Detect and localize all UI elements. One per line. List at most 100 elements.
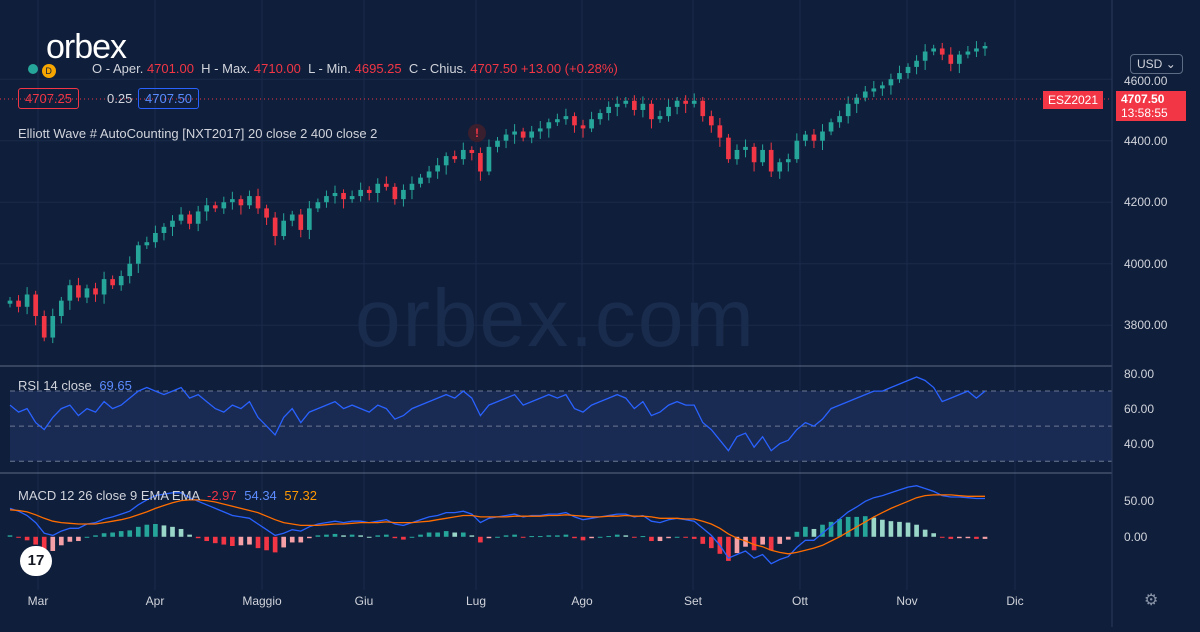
y-tick-label: 3800.00	[1124, 318, 1168, 333]
macd-histogram-bar	[914, 524, 919, 537]
macd-histogram-bar	[512, 534, 517, 537]
macd-histogram-bar	[153, 524, 158, 537]
candle-body	[700, 100, 706, 117]
x-tick-label: Maggio	[242, 594, 282, 608]
last-price: 4707.50	[1121, 92, 1165, 106]
bid-button[interactable]: 4707.25	[18, 88, 79, 109]
x-tick-label: Nov	[896, 594, 918, 608]
x-tick-label: Apr	[145, 594, 165, 608]
delay-icon: D	[41, 64, 56, 78]
candle-body	[708, 116, 714, 126]
candle-body	[375, 183, 381, 193]
candle-body	[443, 156, 449, 166]
candle-body	[452, 156, 458, 160]
macd-histogram-bar	[862, 516, 868, 537]
candle-body	[982, 45, 988, 49]
close-value: 4707.50	[470, 61, 518, 76]
macd-histogram-bar	[751, 536, 757, 551]
macd-histogram-bar	[469, 535, 475, 537]
candle-body	[948, 54, 954, 64]
candle-body	[135, 245, 141, 264]
currency-dropdown[interactable]: USD ⌄	[1130, 54, 1183, 74]
macd-histogram-bar	[76, 536, 81, 542]
macd-panel	[7, 485, 988, 565]
candle-body	[649, 103, 654, 120]
candle-body	[845, 103, 851, 117]
candles	[7, 41, 988, 344]
macd-histogram-bar	[880, 519, 885, 537]
candle-body	[854, 97, 860, 104]
spread-value: 0.25	[107, 91, 133, 106]
ask-button[interactable]: 4707.50	[138, 88, 199, 109]
candle-body	[828, 122, 834, 132]
macd-histogram-bar	[828, 521, 834, 537]
candle-body	[623, 100, 629, 104]
macd-histogram-bar	[435, 532, 440, 537]
macd-histogram-bar	[418, 534, 423, 537]
candle-body	[58, 300, 64, 317]
candle-body	[349, 196, 355, 200]
macd-histogram-bar	[811, 528, 817, 537]
macd-histogram-bar	[726, 536, 731, 561]
macd-histogram-bar	[358, 535, 363, 537]
macd-histogram-bar	[794, 531, 800, 537]
macd-histogram-bar	[204, 536, 210, 542]
macd-histogram-bar	[247, 536, 252, 545]
x-tick-label: Ott	[791, 594, 809, 608]
macd-histogram-bar	[409, 536, 415, 538]
candle-body	[383, 183, 389, 187]
candle-body	[486, 146, 492, 172]
macd-signal-line	[9, 494, 985, 555]
change-value: +13.00 (+0.28%)	[520, 61, 618, 76]
candle-body	[307, 208, 312, 230]
macd-signal-value: 57.32	[284, 488, 317, 503]
macd-histogram-bar	[135, 526, 141, 537]
candle-body	[939, 48, 945, 55]
x-tick-label: Dic	[1006, 594, 1024, 608]
macd-histogram-bar	[820, 524, 825, 537]
candle-body	[674, 100, 680, 107]
candle-body	[366, 189, 372, 193]
high-value: 4710.00	[253, 61, 301, 76]
macd-hist-value: -2.97	[206, 488, 237, 503]
candle-body	[922, 51, 928, 61]
macd-histogram-bar	[50, 536, 56, 551]
candle-body	[563, 116, 569, 120]
candle-body	[76, 285, 81, 298]
candle-body	[572, 116, 577, 126]
y-tick-label: 4200.00	[1124, 195, 1168, 210]
candle-body	[888, 79, 894, 86]
candle-body	[401, 189, 406, 200]
macd-histogram-bar	[837, 519, 842, 537]
settings-gear-icon[interactable]: ⚙	[1144, 592, 1159, 609]
macd-histogram-bar	[93, 535, 98, 537]
macd-histogram-bar	[101, 533, 107, 537]
candle-body	[871, 88, 877, 92]
elliott-indicator-label[interactable]: Elliott Wave # AutoCounting [NXT2017] 20…	[18, 126, 378, 141]
macd-indicator-label[interactable]: MACD 12 26 close 9 EMA EMA -2.97 54.34 5…	[18, 488, 317, 503]
candle-body	[546, 122, 552, 129]
rsi-indicator-label[interactable]: RSI 14 close 69.65	[18, 378, 132, 393]
candle-body	[777, 162, 783, 172]
candle-body	[657, 116, 663, 120]
low-label: L - Min.	[308, 61, 352, 76]
macd-histogram-bar	[632, 536, 637, 538]
watermark: orbex.com	[355, 273, 756, 364]
candle-body	[426, 171, 432, 178]
macd-histogram-bar	[383, 534, 389, 537]
candle-body	[691, 100, 697, 104]
tradingview-logo-icon[interactable]: 17	[20, 546, 52, 576]
macd-histogram-bar	[110, 532, 115, 537]
macd-histogram-bar	[700, 536, 706, 544]
ohlc-header: O - Aper. 4701.00 H - Max. 4710.00 L - M…	[92, 61, 618, 76]
candle-body	[811, 134, 817, 141]
warning-icon[interactable]: !	[468, 124, 486, 142]
candle-body	[118, 276, 124, 286]
macd-histogram-bar	[683, 536, 688, 538]
candle-body	[153, 232, 158, 243]
candle-body	[803, 134, 808, 141]
rsi-line	[9, 376, 986, 452]
candle-body	[726, 137, 731, 160]
y-tick-label: 4600.00	[1124, 74, 1168, 89]
macd-histogram-bar	[195, 536, 201, 539]
